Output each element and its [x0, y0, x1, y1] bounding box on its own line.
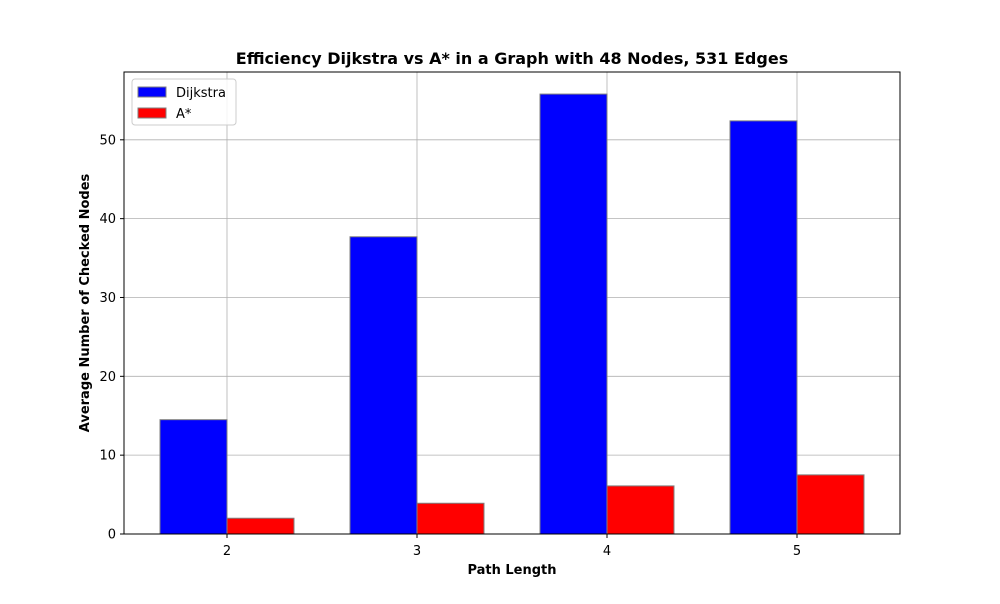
y-tick-label: 40	[99, 212, 116, 227]
x-tick-label: 2	[223, 544, 231, 559]
legend: Dijkstra A*	[131, 78, 237, 126]
x-axis-label: Path Length	[467, 563, 556, 578]
legend-label: Dijkstra	[176, 86, 226, 101]
y-axis-label: Average Number of Checked Nodes	[78, 173, 93, 432]
x-tick-label: 4	[603, 544, 611, 559]
y-tick-label: 10	[99, 449, 116, 464]
bar-a-5	[796, 474, 865, 535]
bar-dijkstra-3	[349, 236, 418, 535]
legend-label: A*	[176, 107, 192, 122]
y-tick-label: 0	[108, 528, 116, 543]
bar-a-2	[226, 517, 295, 535]
bar-a-3	[416, 502, 485, 535]
y-tick-label: 50	[99, 133, 116, 148]
y-tick-label: 30	[99, 291, 116, 306]
axes: 0 10 20 30 40 50 2 3 4 5	[99, 71, 901, 559]
bar-dijkstra-4	[539, 93, 608, 535]
x-tick-label: 5	[793, 544, 801, 559]
plot-frame	[123, 71, 901, 535]
bars	[159, 93, 865, 535]
legend-swatch	[137, 107, 167, 119]
bar-dijkstra-2	[159, 419, 228, 535]
bar-dijkstra-5	[729, 120, 798, 535]
x-tick-label: 3	[413, 544, 421, 559]
y-tick-label: 20	[99, 370, 116, 385]
bar-a-4	[606, 485, 675, 535]
chart-title: Efficiency Dijkstra vs A* in a Graph wit…	[236, 49, 788, 68]
legend-swatch	[137, 86, 167, 98]
